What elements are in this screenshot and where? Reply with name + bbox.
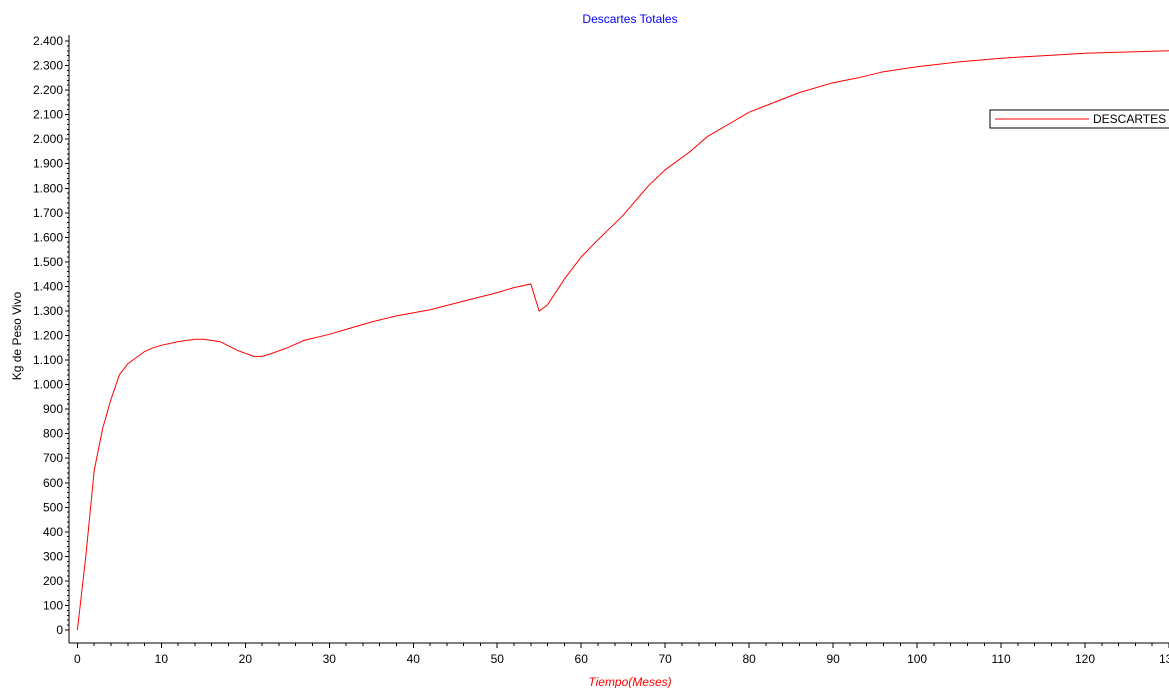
y-tick-label: 700 — [43, 451, 63, 465]
y-tick-label: 600 — [43, 476, 63, 490]
y-axis-title: Kg de Peso Vivo — [10, 291, 24, 380]
y-tick-label: 900 — [43, 402, 63, 416]
x-tick-label: 90 — [826, 652, 840, 666]
y-tick-label: 2.100 — [33, 108, 63, 122]
x-tick-label: 30 — [323, 652, 337, 666]
y-tick-label: 2.200 — [33, 83, 63, 97]
y-tick-label: 2.300 — [33, 59, 63, 73]
x-tick-label: 100 — [907, 652, 927, 666]
y-tick-label: 0 — [56, 623, 63, 637]
y-tick-label: 1.800 — [33, 181, 63, 195]
x-tick-label: 40 — [407, 652, 421, 666]
x-tick-label: 60 — [575, 652, 589, 666]
series-layer — [76, 50, 1169, 631]
y-tick-label: 2.400 — [33, 34, 63, 48]
y-tick-label: 1.500 — [33, 255, 63, 269]
y-tick-label: 1.600 — [33, 230, 63, 244]
x-tick-label: 80 — [742, 652, 756, 666]
y-tick-label: 100 — [43, 598, 63, 612]
axes: 01002003004005006007008009001.0001.1001.… — [33, 34, 1169, 666]
legend: DESCARTES — [989, 109, 1169, 129]
chart-title: Descartes Totales — [582, 12, 677, 26]
x-tick-label: 130 — [1159, 652, 1169, 666]
y-tick-label: 200 — [43, 574, 63, 588]
x-tick-label: 50 — [491, 652, 505, 666]
y-tick-label: 1.300 — [33, 304, 63, 318]
y-tick-label: 1.900 — [33, 157, 63, 171]
y-tick-label: 1.000 — [33, 378, 63, 392]
y-tick-label: 300 — [43, 549, 63, 563]
y-tick-label: 1.200 — [33, 329, 63, 343]
x-tick-label: 120 — [1075, 652, 1095, 666]
x-tick-label: 110 — [991, 652, 1010, 666]
x-tick-label: 10 — [155, 652, 169, 666]
x-axis-title: Tiempo(Meses) — [588, 675, 671, 688]
y-tick-label: 500 — [43, 500, 63, 514]
x-tick-label: 70 — [659, 652, 673, 666]
x-tick-label: 20 — [239, 652, 253, 666]
x-tick-label: 0 — [74, 652, 81, 666]
series-line-descartes — [76, 50, 1169, 631]
legend-label: DESCARTES — [1093, 112, 1166, 126]
y-tick-label: 400 — [43, 525, 63, 539]
y-tick-label: 1.400 — [33, 279, 63, 293]
y-tick-label: 2.000 — [33, 132, 63, 146]
y-tick-label: 1.100 — [33, 353, 63, 367]
y-tick-label: 800 — [43, 427, 63, 441]
y-tick-label: 1.700 — [33, 206, 63, 220]
